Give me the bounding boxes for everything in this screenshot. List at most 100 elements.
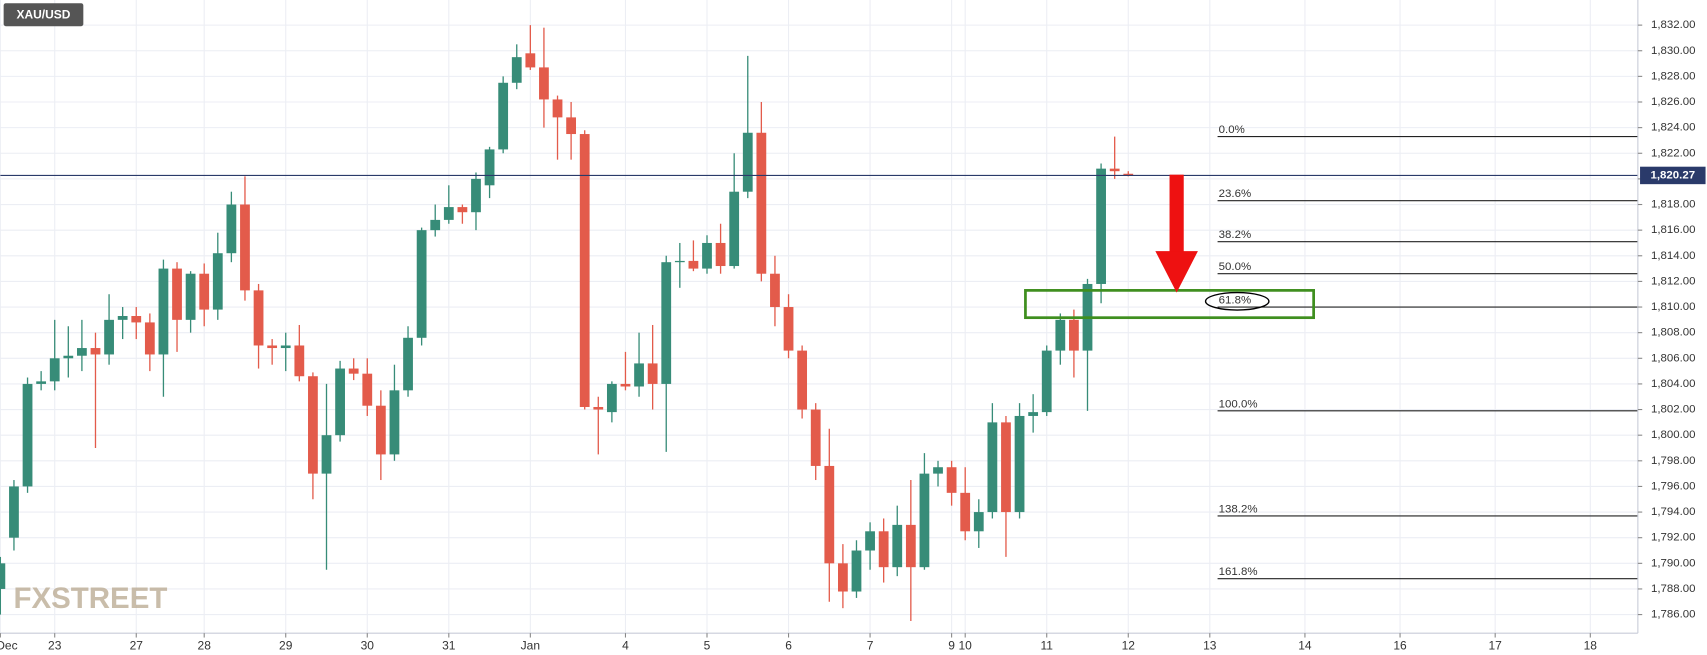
candle-body	[525, 53, 536, 68]
candle-body	[756, 132, 767, 274]
candle-body	[552, 99, 563, 118]
candle-body	[674, 260, 685, 263]
candle-body	[1001, 422, 1011, 513]
x-tick-label: Dec	[0, 638, 18, 652]
y-tick-label: 1,806.00	[1651, 352, 1696, 364]
candle-body	[933, 467, 943, 474]
y-tick-label: 1,790.00	[1651, 557, 1696, 569]
candle-body	[661, 262, 672, 384]
candle-body	[566, 117, 577, 135]
candle-body	[1014, 415, 1025, 513]
arrow-head	[1155, 251, 1198, 293]
candle-body	[688, 260, 699, 269]
candle-body	[49, 358, 60, 382]
overlay: 0.0% 23.6% 38.2% 50.0% 61.8% 100.0% 138.2% 161.…	[0, 124, 1638, 580]
candle-body	[647, 363, 658, 384]
candle-body	[838, 563, 848, 592]
candle-body	[36, 381, 47, 384]
candle-body	[511, 57, 522, 83]
candle-body	[226, 204, 237, 254]
candle-body	[770, 273, 780, 308]
candle-body	[443, 207, 454, 220]
candle-body	[22, 383, 33, 487]
y-tick-label: 1,808.00	[1651, 327, 1696, 339]
candle-body	[824, 465, 835, 564]
x-tick-label: 12	[1122, 638, 1136, 652]
x-tick-label: 31	[442, 638, 456, 652]
candle-body	[702, 242, 712, 269]
x-tick-label: 17	[1488, 638, 1502, 652]
y-tick-label: 1,794.00	[1651, 506, 1696, 518]
candle-body	[987, 422, 998, 513]
x-tick-label: 11	[1040, 638, 1053, 652]
candle-body	[294, 345, 305, 377]
x-tick-label: 23	[48, 638, 62, 652]
candle-body	[457, 207, 468, 213]
fib-label: 23.6%	[1219, 188, 1251, 200]
y-tick-label: 1,812.00	[1651, 275, 1696, 287]
candle-body	[797, 350, 808, 410]
x-tick-label: 4	[622, 638, 629, 652]
x-tick-label: 6	[785, 638, 792, 652]
candle-body	[335, 368, 345, 436]
y-tick-label: 1,810.00	[1651, 301, 1696, 313]
x-tick-label: 13	[1203, 638, 1217, 652]
support-zone	[1024, 289, 1316, 320]
candles	[0, 25, 1134, 621]
x-tick-label: 27	[130, 638, 144, 652]
candle-body	[77, 348, 87, 356]
candle-body	[471, 178, 481, 213]
y-tick-label: 1,798.00	[1651, 455, 1696, 467]
y-tick-label: 1,816.00	[1651, 224, 1696, 236]
y-tick-label: 1,788.00	[1651, 583, 1696, 595]
x-tick-label: 16	[1393, 638, 1407, 652]
candle-body	[362, 373, 373, 406]
candle-body	[851, 550, 862, 592]
symbol-box	[3, 3, 84, 27]
candle-body	[308, 376, 318, 474]
candle-body	[905, 524, 916, 568]
candle-body	[267, 345, 278, 349]
fib-label: 161.8%	[1219, 566, 1258, 578]
y-tick-label: 1,832.00	[1651, 19, 1696, 31]
candle-body	[104, 319, 114, 355]
fib-label: 100.0%	[1219, 398, 1258, 410]
candle-body	[973, 512, 984, 532]
y-tick-label: 1,814.00	[1651, 250, 1696, 262]
candle-body	[742, 132, 753, 192]
symbol: XAU/USD	[16, 7, 70, 21]
x-tick-label: 7	[867, 638, 874, 652]
x-tick-label: 5	[704, 638, 711, 652]
current-price-box	[1640, 166, 1706, 185]
x-tick-label: 14	[1298, 638, 1312, 652]
candle-body	[579, 134, 590, 407]
y-tick-label: 1,786.00	[1651, 609, 1696, 621]
highlight-ellipse	[1204, 291, 1270, 311]
candle-body	[416, 230, 427, 338]
candle-body	[375, 405, 386, 455]
candle-body	[199, 273, 210, 310]
candle-body	[117, 316, 128, 320]
candle-body	[892, 524, 903, 568]
fib-label: 38.2%	[1219, 229, 1251, 241]
candle-body	[1069, 319, 1079, 351]
candle-body	[1041, 350, 1052, 413]
candle-body	[878, 531, 889, 568]
candle-body	[430, 219, 441, 231]
candle-body	[865, 531, 875, 551]
candle-body	[620, 383, 631, 387]
y-tick-label: 1,800.00	[1651, 429, 1696, 441]
annotations	[1024, 174, 1316, 320]
candle-body	[810, 409, 821, 466]
y-tick-label: 1,826.00	[1651, 96, 1696, 108]
y-tick-label: 1,828.00	[1651, 70, 1696, 82]
x-tick-label: 18	[1584, 638, 1598, 652]
candle-body	[1109, 168, 1120, 172]
candle-body	[131, 316, 142, 323]
fib-label: 138.2%	[1219, 503, 1258, 515]
candle-body	[1055, 319, 1066, 351]
y-tick-label: 1,830.00	[1651, 45, 1696, 57]
candle-body	[240, 204, 250, 291]
y-tick-label: 1,824.00	[1651, 122, 1696, 134]
